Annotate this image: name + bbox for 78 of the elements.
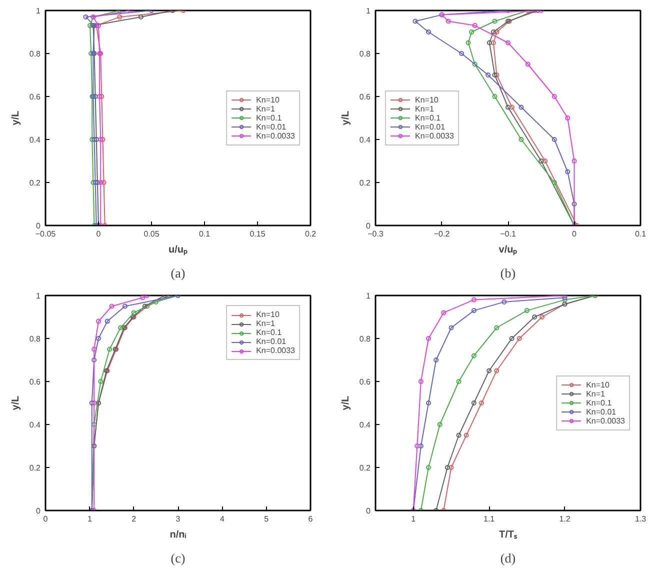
y-tick-label: 0.8 [29,334,42,344]
text: (b) [500,266,516,280]
text: (d) [500,550,516,566]
legend-label: Kn=10 [586,380,610,389]
x-tick-label: 1 [87,514,92,524]
legend-label: Kn=0.0033 [256,131,295,140]
legend-label: Kn=0.1 [586,398,612,407]
x-tick-label: −0.3 [368,230,384,238]
y-tick-label: 0 [366,222,372,230]
x-tick-label: −0.1 [500,230,516,238]
y-tick-label: 0.4 [359,420,372,430]
legend-label: Kn=0.1 [415,113,441,122]
y-axis-title: y/L [10,110,22,126]
x-tick-label: 0 [96,230,102,238]
legend-label: Kn=0.0033 [586,416,625,425]
x-tick-label: 0.2 [304,230,317,238]
y-tick-label: 0.6 [29,378,42,386]
x-tick-label: 1.3 [634,514,647,524]
legend-label: Kn=0.0033 [256,346,295,355]
x-tick-label: 0.1 [198,230,211,238]
legend-label: Kn=10 [415,95,438,104]
y-tick-label: 0.8 [359,50,372,58]
y-tick-label: 0.2 [359,464,372,472]
legend-label: Kn=1 [586,389,606,398]
x-tick-label: 6 [308,514,314,524]
legend-label: Kn=0.1 [256,113,282,122]
y-tick-label: 0.2 [29,464,42,472]
legend-label: Kn=0.01 [415,122,446,131]
x-tick-label: 0 [43,514,48,524]
text: (c) [170,550,186,566]
y-tick-label: 0 [36,222,42,230]
x-axis-title: T/Tₛ [499,530,518,540]
y-tick-label: 0 [366,506,372,516]
x-tick-label: 4 [220,514,225,524]
x-tick-label: 0.05 [144,230,160,238]
y-tick-label: 0.2 [359,178,372,188]
x-tick-label: 1.2 [559,514,571,524]
x-axis-title: n/nᵢ [170,530,187,540]
x-tick-label: 3 [176,514,181,524]
legend-label: Kn=0.0033 [415,131,454,140]
legend-label: Kn=1 [256,319,276,328]
x-tick-label: 1.1 [484,514,496,524]
y-tick-label: 0.2 [29,178,42,188]
x-tick-label: 0.1 [634,230,647,238]
x-tick-label: 0 [572,230,578,238]
y-tick-label: 0.6 [359,92,372,102]
y-tick-label: 1 [36,6,42,16]
x-tick-label: 0.15 [250,230,266,238]
x-tick-label: 5 [264,514,270,524]
legend-label: Kn=10 [256,310,280,319]
y-axis-title: y/L [10,396,22,410]
y-tick-label: 0 [36,506,42,516]
y-axis-title: y/L [340,110,352,126]
x-tick-label: 2 [132,514,137,524]
y-tick-label: 0.4 [359,136,372,144]
legend-label: Kn=0.01 [586,407,616,416]
text: (a) [170,266,186,280]
y-tick-label: 0.8 [359,334,372,344]
x-axis-title: u/uₚ [168,244,188,256]
legend-label: Kn=1 [256,104,276,113]
y-tick-label: 0.8 [29,50,42,58]
legend-label: Kn=0.01 [256,337,286,346]
x-tick-label: −0.2 [434,230,450,238]
y-tick-label: 1 [36,292,42,300]
x-tick-label: −0.05 [35,230,56,238]
y-tick-label: 0.4 [29,420,42,430]
y-tick-label: 1 [366,6,372,16]
y-tick-label: 0.6 [359,378,372,386]
y-tick-label: 0.6 [29,92,42,102]
x-tick-label: 1 [411,514,416,524]
x-axis-title: v/uₚ [498,244,518,256]
y-tick-label: 1 [366,292,372,300]
legend-label: Kn=10 [256,95,280,104]
legend-label: Kn=0.1 [256,328,282,337]
legend-label: Kn=1 [415,104,435,113]
legend-label: Kn=0.01 [256,122,286,131]
y-tick-label: 0.4 [29,136,42,144]
y-axis-title: y/L [340,396,352,410]
